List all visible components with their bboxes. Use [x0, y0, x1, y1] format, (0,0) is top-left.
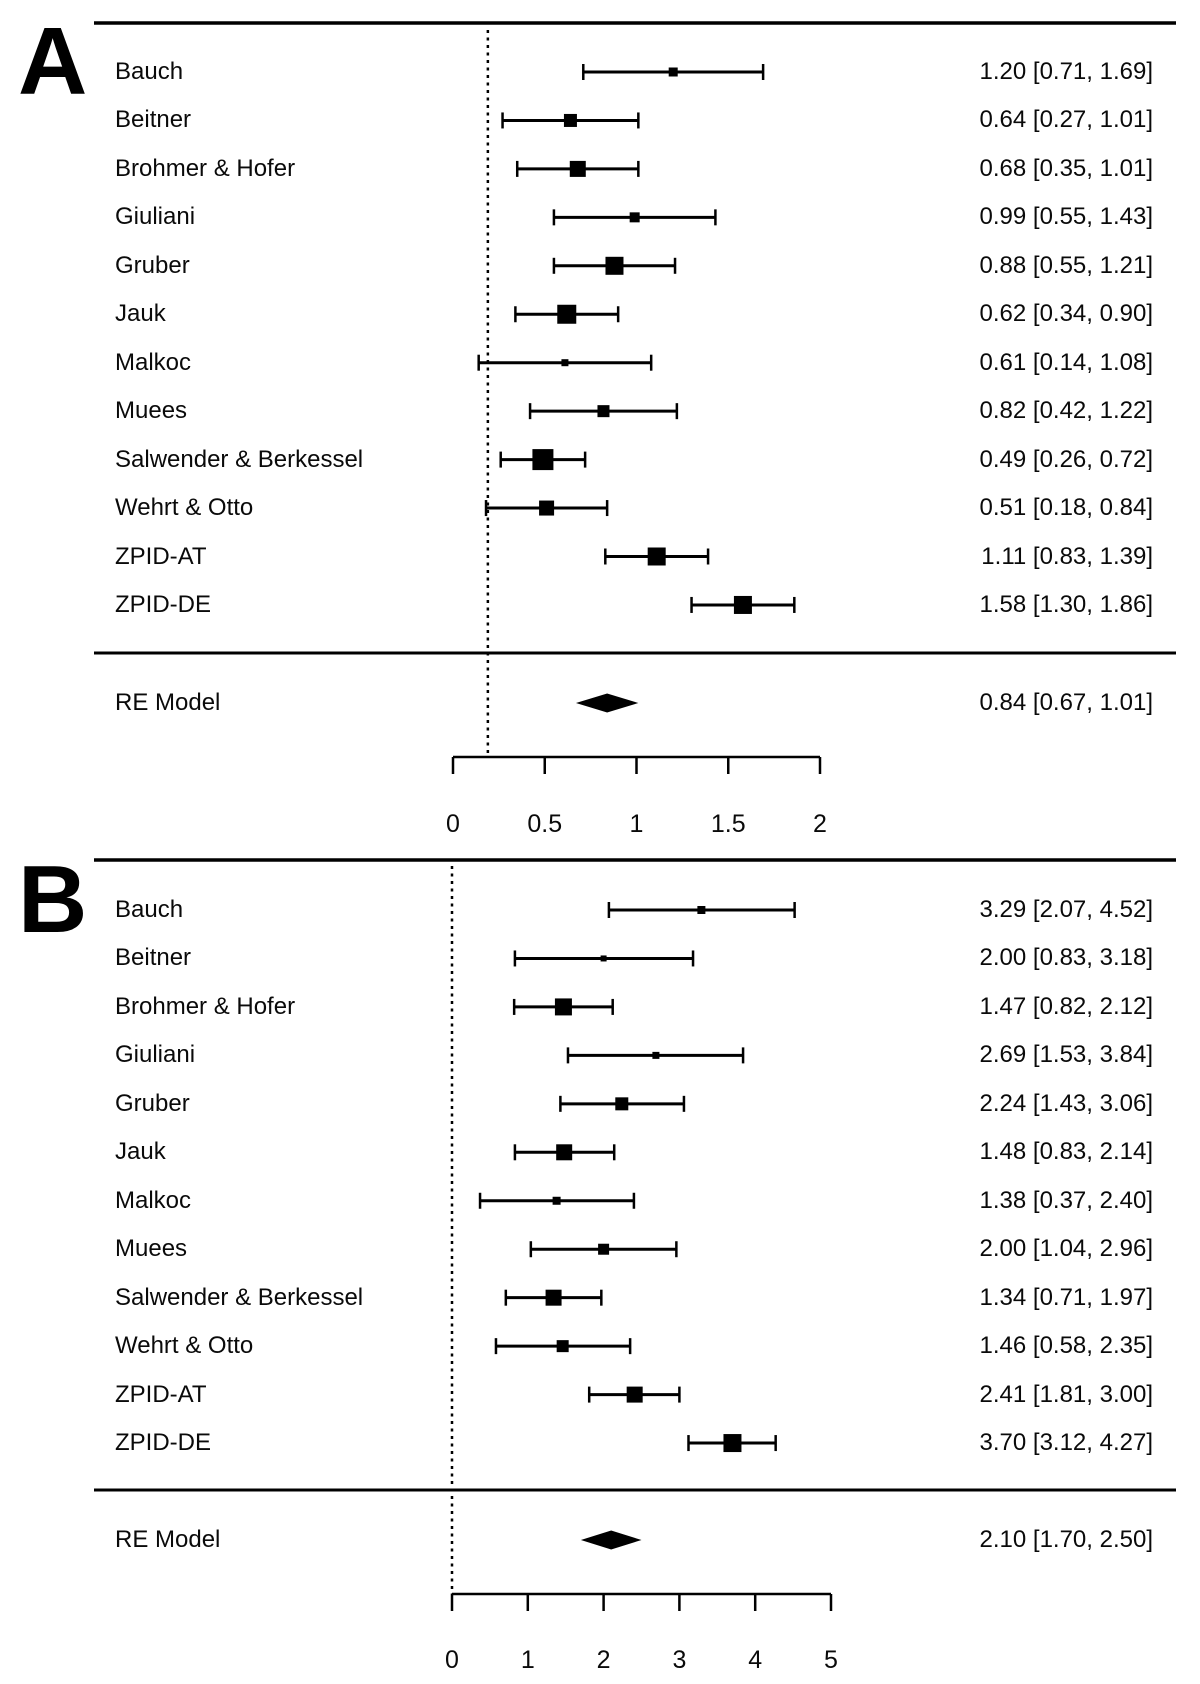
- effect-ci-value: 1.34 [0.71, 1.97]: [979, 1283, 1153, 1311]
- effect-ci-value: 0.64 [0.27, 1.01]: [979, 106, 1153, 134]
- study-label: Wehrt & Otto: [115, 1332, 254, 1360]
- point-estimate-square: [668, 67, 678, 77]
- point-estimate-square: [615, 1097, 629, 1111]
- re-model-diamond: [580, 1530, 642, 1550]
- study-label: Salwender & Berkessel: [115, 445, 364, 473]
- point-estimate-square: [598, 1243, 610, 1255]
- point-estimate-square: [563, 113, 577, 127]
- study-label: Brohmer & Hofer: [115, 992, 296, 1020]
- axis-tick-label: 2: [596, 1646, 611, 1674]
- study-label: ZPID-DE: [115, 1429, 211, 1457]
- point-estimate-square: [532, 449, 554, 471]
- study-label: Bauch: [115, 896, 184, 923]
- point-estimate-square: [723, 1434, 742, 1453]
- point-estimate-square: [557, 304, 577, 324]
- study-label: ZPID-AT: [115, 1380, 207, 1408]
- point-estimate-square: [652, 1051, 660, 1059]
- effect-ci-value: 0.99 [0.55, 1.43]: [979, 203, 1153, 231]
- study-label: Brohmer & Hofer: [115, 154, 296, 182]
- effect-ci-value: 1.46 [0.58, 2.35]: [979, 1332, 1153, 1360]
- axis-tick-label: 0: [445, 1646, 459, 1674]
- axis-tick-label: 1.5: [710, 810, 746, 838]
- point-estimate-square: [569, 160, 586, 177]
- point-estimate-square: [554, 998, 572, 1016]
- point-estimate-square: [605, 256, 624, 275]
- study-label: Beitner: [115, 106, 192, 134]
- study-label: Beitner: [115, 944, 192, 972]
- effect-ci-value: 2.41 [1.81, 3.00]: [979, 1380, 1153, 1408]
- re-model-value: 0.84 [0.67, 1.01]: [979, 689, 1153, 716]
- axis-tick-label: 1: [629, 810, 644, 838]
- study-label: Muees: [115, 1235, 188, 1263]
- study-label: Malkoc: [115, 1186, 192, 1214]
- re-model-diamond: [575, 693, 639, 713]
- effect-ci-value: 0.51 [0.18, 0.84]: [979, 494, 1153, 522]
- axis-tick-label: 3: [672, 1646, 687, 1674]
- re-model-label: RE Model: [115, 1526, 221, 1553]
- study-label: Salwender & Berkessel: [115, 1283, 364, 1311]
- effect-ci-value: 2.00 [0.83, 3.18]: [979, 944, 1153, 972]
- study-label: Wehrt & Otto: [115, 494, 254, 522]
- point-estimate-square: [539, 500, 555, 516]
- panel-b-letter: B: [18, 846, 87, 953]
- effect-ci-value: 1.48 [0.83, 2.14]: [979, 1138, 1153, 1166]
- point-estimate-square: [600, 955, 607, 962]
- study-label: ZPID-AT: [115, 542, 207, 570]
- study-label: Gruber: [115, 1089, 190, 1117]
- effect-ci-value: 2.24 [1.43, 3.06]: [979, 1089, 1153, 1117]
- effect-ci-value: 1.11 [0.83, 1.39]: [981, 542, 1153, 570]
- point-estimate-square: [556, 1340, 569, 1353]
- axis-tick-label: 0.5: [527, 810, 563, 838]
- axis-tick-label: 4: [748, 1646, 763, 1674]
- effect-ci-value: 3.70 [3.12, 4.27]: [979, 1429, 1153, 1457]
- point-estimate-square: [626, 1386, 643, 1403]
- study-label: Malkoc: [115, 348, 192, 376]
- axis-tick-label: 2: [813, 810, 827, 838]
- effect-ci-value: 1.20 [0.71, 1.69]: [979, 58, 1153, 85]
- study-label: Jauk: [115, 1138, 166, 1166]
- effect-ci-value: 0.82 [0.42, 1.22]: [979, 397, 1153, 425]
- re-model-value: 2.10 [1.70, 2.50]: [979, 1526, 1153, 1553]
- point-estimate-square: [597, 405, 610, 418]
- study-label: ZPID-DE: [115, 590, 211, 618]
- axis-tick-label: 5: [824, 1646, 838, 1674]
- effect-ci-value: 1.58 [1.30, 1.86]: [979, 590, 1153, 618]
- study-label: Giuliani: [115, 203, 196, 231]
- axis-tick-label: 1: [520, 1646, 535, 1674]
- effect-ci-value: 0.88 [0.55, 1.21]: [979, 251, 1153, 279]
- point-estimate-square: [733, 595, 752, 614]
- study-label: Giuliani: [115, 1041, 196, 1069]
- point-estimate-square: [561, 359, 569, 367]
- point-estimate-square: [545, 1289, 562, 1306]
- study-label: Gruber: [115, 251, 190, 279]
- effect-ci-value: 1.38 [0.37, 2.40]: [979, 1186, 1153, 1214]
- effect-ci-value: 0.68 [0.35, 1.01]: [979, 154, 1153, 182]
- effect-ci-value: 1.47 [0.82, 2.12]: [979, 992, 1153, 1020]
- point-estimate-square: [552, 1196, 561, 1205]
- point-estimate-square: [556, 1144, 573, 1161]
- re-model-label: RE Model: [115, 689, 221, 716]
- study-label: Muees: [115, 397, 188, 425]
- effect-ci-value: 2.69 [1.53, 3.84]: [979, 1041, 1153, 1069]
- effect-ci-value: 0.49 [0.26, 0.72]: [979, 445, 1153, 473]
- point-estimate-square: [697, 906, 706, 914]
- point-estimate-square: [629, 212, 640, 223]
- panel-a-letter: A: [18, 8, 87, 115]
- study-label: Jauk: [115, 300, 166, 328]
- effect-ci-value: 0.62 [0.34, 0.90]: [979, 300, 1153, 328]
- point-estimate-square: [647, 547, 666, 566]
- effect-ci-value: 0.61 [0.14, 1.08]: [979, 348, 1153, 376]
- axis-tick-label: 0: [446, 810, 460, 838]
- effect-ci-value: 2.00 [1.04, 2.96]: [979, 1235, 1153, 1263]
- study-label: Bauch: [115, 58, 184, 85]
- effect-ci-value: 3.29 [2.07, 4.52]: [979, 896, 1153, 923]
